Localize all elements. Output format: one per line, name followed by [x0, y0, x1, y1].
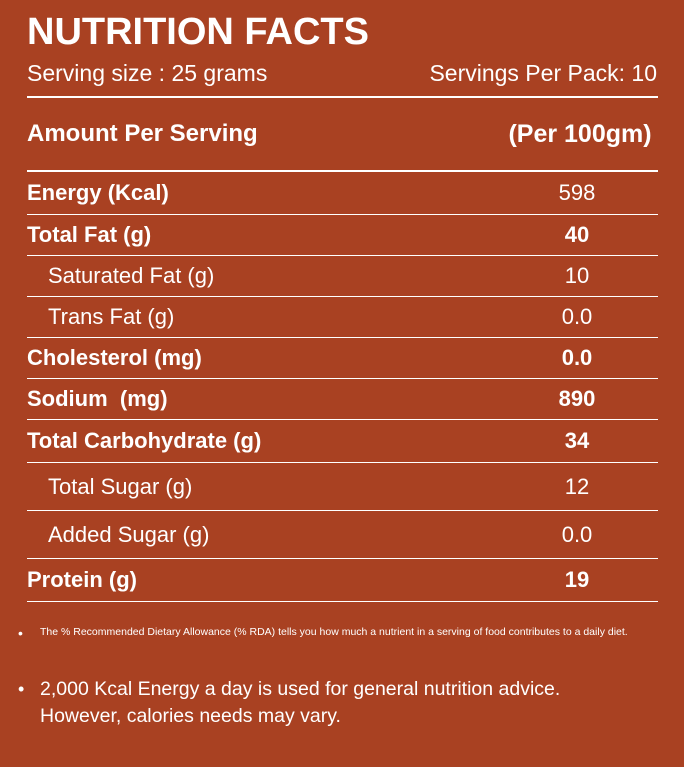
nutrient-label: Protein (g) — [27, 567, 137, 592]
nutrient-row-energy: Energy (Kcal) 598 — [27, 172, 658, 215]
nutrient-row-total-sugar: Total Sugar (g) 12 — [27, 463, 658, 511]
nutrition-table: Amount Per Serving (Per 100gm) Energy (K… — [27, 96, 658, 602]
nutrient-row-sodium: Sodium (mg) 890 — [27, 379, 658, 420]
nutrient-row-saturated-fat: Saturated Fat (g) 10 — [27, 256, 658, 297]
nutrient-value: 0.0 — [561, 304, 593, 329]
kcal-note: • 2,000 Kcal Energy a day is used for ge… — [18, 676, 670, 730]
nutrient-label: Total Sugar (g) — [48, 473, 193, 499]
nutrient-label: Trans Fat (g) — [48, 304, 175, 329]
nutrient-value: 890 — [558, 386, 596, 411]
nutrient-value: 34 — [564, 428, 590, 453]
nutrient-label: Cholesterol (mg) — [27, 345, 202, 370]
nutrient-row-protein: Protein (g) 19 — [27, 559, 658, 602]
serving-info: Serving size : 25 grams Servings Per Pac… — [27, 58, 657, 88]
nutrient-label: Total Fat (g) — [27, 222, 152, 247]
serving-size: Serving size : 25 grams — [27, 60, 268, 86]
nutrient-value: 10 — [564, 263, 590, 288]
nutrient-label: Saturated Fat (g) — [48, 263, 215, 288]
nutrient-row-trans-fat: Trans Fat (g) 0.0 — [27, 297, 658, 338]
bullet-icon: • — [18, 679, 25, 699]
kcal-note-line-2: However, calories needs may vary. — [40, 705, 341, 727]
nutrient-row-cholesterol: Cholesterol (mg) 0.0 — [27, 338, 658, 379]
nutrient-value: 0.0 — [561, 521, 593, 547]
nutrient-label: Total Carbohydrate (g) — [27, 428, 262, 453]
nutrient-label: Energy (Kcal) — [27, 180, 169, 205]
nutrient-label: Sodium (mg) — [27, 386, 168, 411]
nutrient-row-total-carbohydrate: Total Carbohydrate (g) 34 — [27, 420, 658, 463]
table-header-row: Amount Per Serving (Per 100gm) — [27, 98, 658, 172]
nutrient-label: Added Sugar (g) — [48, 521, 210, 547]
nutrient-value: 19 — [564, 567, 590, 592]
kcal-note-line-1: 2,000 Kcal Energy a day is used for gene… — [40, 678, 561, 700]
per-100gm-label: (Per 100gm) — [508, 119, 652, 148]
bullet-icon: • — [18, 625, 23, 641]
rda-note-text: The % Recommended Dietary Allowance (% R… — [40, 626, 628, 638]
nutrient-value: 598 — [558, 180, 596, 205]
nutrient-value: 12 — [564, 473, 590, 499]
amount-per-serving-label: Amount Per Serving — [27, 120, 258, 147]
kcal-note-text: 2,000 Kcal Energy a day is used for gene… — [40, 676, 560, 730]
servings-per-pack: Servings Per Pack: 10 — [429, 60, 657, 86]
nutrient-row-total-fat: Total Fat (g) 40 — [27, 215, 658, 256]
rda-note: • The % Recommended Dietary Allowance (%… — [18, 625, 670, 641]
footnotes: • The % Recommended Dietary Allowance (%… — [18, 625, 670, 730]
nutrient-row-added-sugar: Added Sugar (g) 0.0 — [27, 511, 658, 559]
panel-title: NUTRITION FACTS — [27, 11, 369, 53]
nutrient-value: 40 — [564, 222, 590, 247]
nutrient-value: 0.0 — [561, 345, 593, 370]
